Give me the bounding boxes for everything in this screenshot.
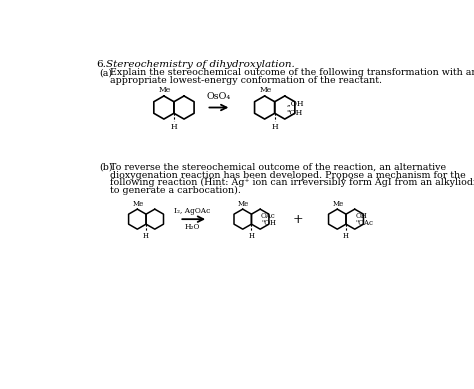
Text: "OH: "OH <box>286 109 302 117</box>
Text: Stereochemistry of dihydroxylation.: Stereochemistry of dihydroxylation. <box>106 60 294 69</box>
Text: (b): (b) <box>100 163 113 172</box>
Text: ,,OH: ,,OH <box>286 100 304 107</box>
Text: H: H <box>171 123 177 131</box>
Text: H: H <box>143 232 149 240</box>
Text: H: H <box>272 123 278 131</box>
Text: I₂, AgOAc: I₂, AgOAc <box>174 207 210 215</box>
Text: to generate a carbocation).: to generate a carbocation). <box>109 186 240 195</box>
Text: "OAc: "OAc <box>356 219 374 228</box>
Text: H₂O: H₂O <box>185 223 200 231</box>
Text: (a): (a) <box>100 68 113 77</box>
Text: OAc: OAc <box>261 212 276 220</box>
Text: Me: Me <box>332 200 344 208</box>
Text: Me: Me <box>259 86 272 95</box>
Text: 6.: 6. <box>96 60 106 69</box>
Text: Explain the stereochemical outcome of the following transformation with an: Explain the stereochemical outcome of th… <box>109 68 474 77</box>
Text: Me: Me <box>158 86 171 95</box>
Text: OsO₄: OsO₄ <box>206 92 230 102</box>
Text: OH: OH <box>356 212 367 220</box>
Text: "OH: "OH <box>261 219 276 228</box>
Text: appropriate lowest-energy conformation of the reactant.: appropriate lowest-energy conformation o… <box>109 76 382 85</box>
Text: To reverse the stereochemical outcome of the reaction, an alternative: To reverse the stereochemical outcome of… <box>109 163 446 172</box>
Text: Me: Me <box>238 200 249 208</box>
Text: H: H <box>248 232 255 240</box>
Text: following reaction (Hint: Ag⁺ ion can irreversibly form AgI from an alkyliodide: following reaction (Hint: Ag⁺ ion can ir… <box>109 178 474 187</box>
Text: dioxygenation reaction has been developed. Propose a mechanism for the: dioxygenation reaction has been develope… <box>109 171 465 180</box>
Text: H: H <box>343 232 349 240</box>
Text: +: + <box>292 213 303 226</box>
Text: Me: Me <box>132 200 144 208</box>
